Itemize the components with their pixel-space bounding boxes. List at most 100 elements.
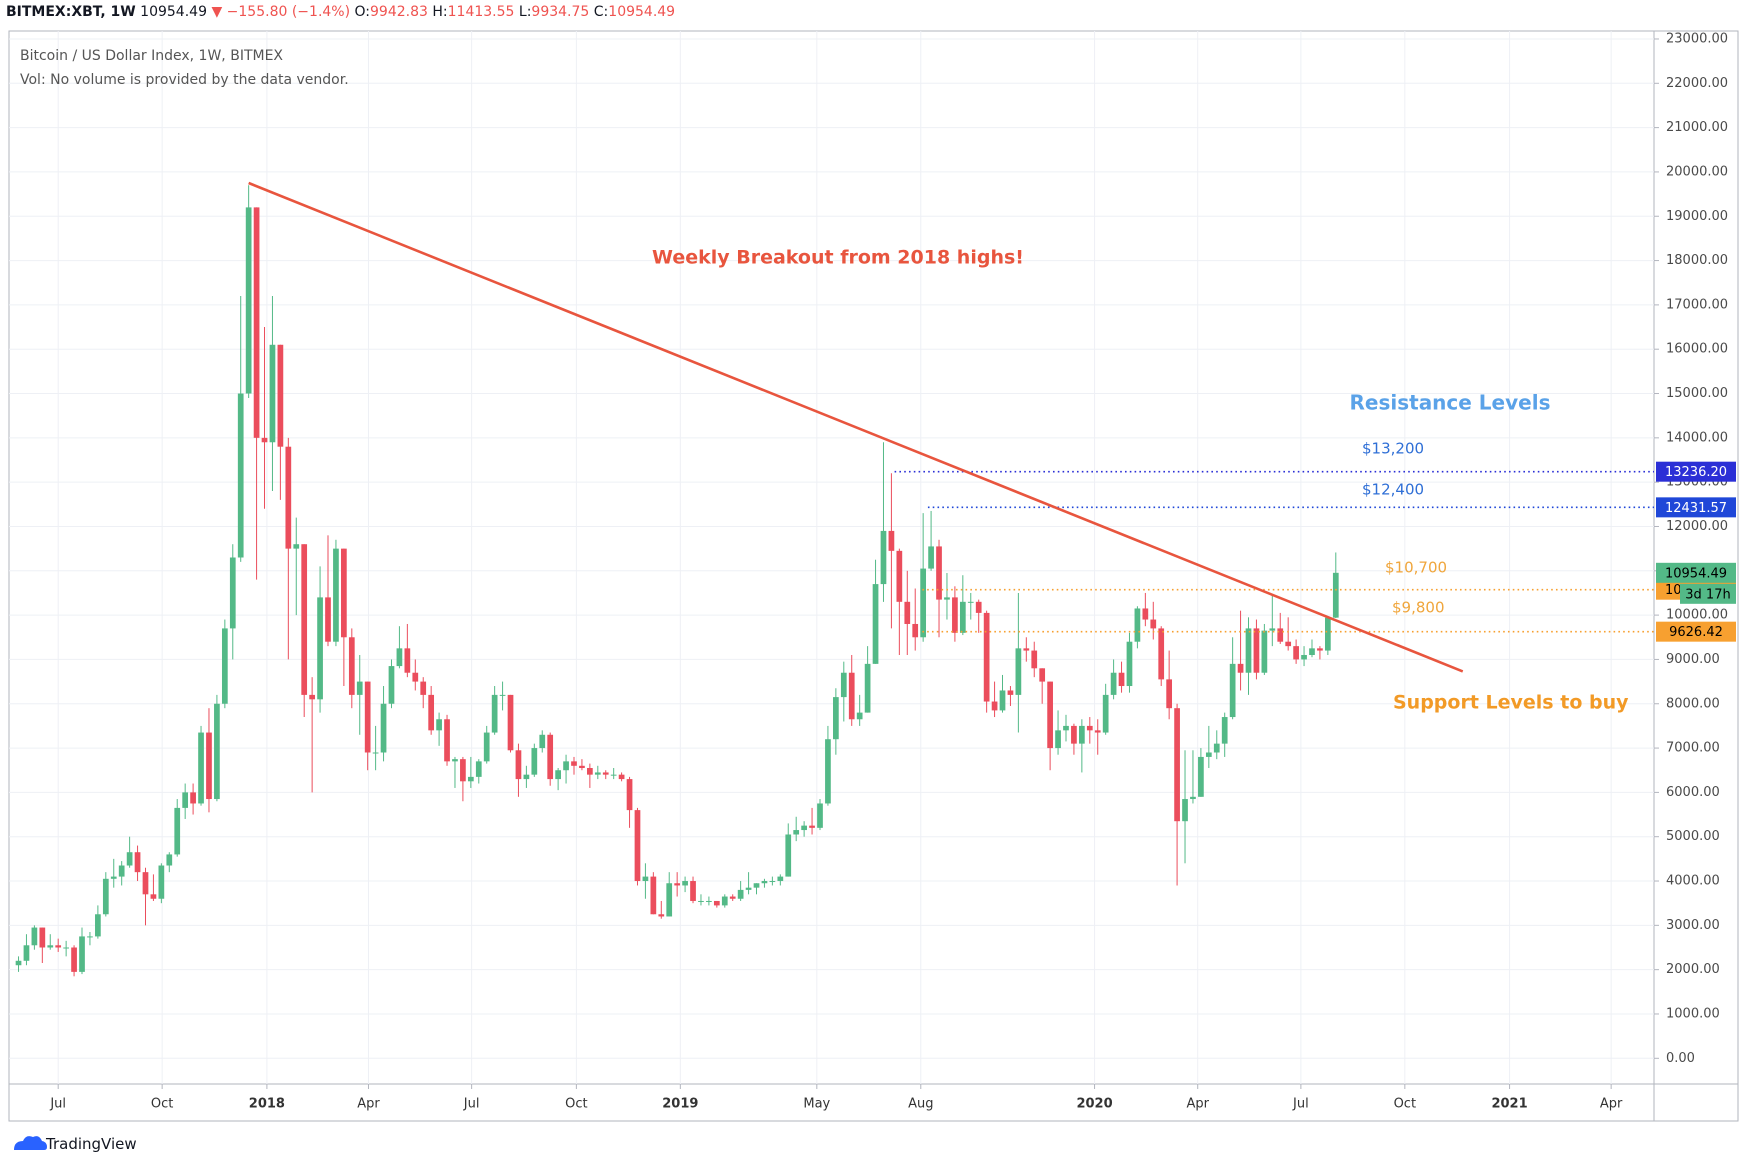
candle-body — [71, 947, 77, 972]
candle-body — [388, 666, 395, 704]
candle-body — [412, 672, 419, 682]
ohlc-label: L: — [518, 4, 532, 20]
candle-body — [888, 530, 895, 551]
y-tick-label: 15000.00 — [1666, 386, 1728, 401]
candle-body — [1071, 725, 1077, 744]
annotation: $13,200 — [1362, 440, 1424, 458]
candle-body — [142, 872, 149, 895]
candle-body — [1086, 725, 1093, 731]
x-tick-label: Apr — [1186, 1097, 1209, 1112]
candle-body — [221, 628, 228, 704]
candle-body — [47, 945, 54, 948]
candle-body — [983, 612, 990, 702]
candle-body — [523, 774, 530, 780]
symbol: BITMEX:XBT, 1W — [6, 4, 136, 20]
candle-body — [95, 914, 101, 937]
candle-body — [110, 876, 117, 879]
annotation: Weekly Breakout from 2018 highs! — [652, 247, 1024, 269]
candle-body — [840, 672, 847, 698]
candle-body — [1253, 628, 1260, 673]
candle-body — [261, 437, 268, 443]
candle-body — [904, 601, 911, 624]
brand-logo — [14, 1136, 47, 1150]
countdown-box — [1680, 583, 1736, 604]
y-tick-label: 2000.00 — [1666, 962, 1720, 977]
candle-body — [63, 947, 69, 949]
candle-body — [190, 792, 196, 804]
candle-body — [475, 761, 482, 777]
candle-body — [1205, 752, 1212, 757]
y-tick-label: 14000.00 — [1666, 430, 1728, 445]
candle-body — [801, 825, 807, 831]
candle-body — [1039, 668, 1046, 682]
candle-body — [563, 761, 569, 771]
candle-body — [460, 759, 466, 782]
candle-body — [579, 765, 585, 769]
candle-body — [928, 546, 934, 569]
price-box-label: 13236.20 — [1665, 465, 1727, 480]
candle-body — [547, 734, 554, 780]
x-tick-label: Oct — [151, 1097, 173, 1112]
candle-body — [1126, 641, 1133, 687]
candle-body — [936, 546, 942, 600]
change-arrow: ▼ — [211, 4, 223, 20]
candle-body — [483, 732, 490, 762]
candle-body — [1293, 646, 1299, 660]
candle-body — [1023, 648, 1030, 651]
y-tick-label: 23000.00 — [1666, 31, 1728, 46]
trend-line — [248, 181, 1464, 673]
candle-body — [959, 601, 966, 633]
candle-body — [1190, 796, 1196, 800]
candle-body — [174, 807, 181, 855]
candle-body — [1277, 628, 1284, 642]
candle-body — [817, 803, 823, 828]
candle-body — [864, 663, 871, 713]
candle-body — [602, 772, 609, 775]
candle-body — [650, 876, 657, 915]
candle-body — [15, 960, 22, 966]
candle-body — [618, 774, 625, 780]
x-tick-label: Apr — [357, 1097, 380, 1112]
candle-body — [1055, 730, 1061, 749]
candle-body — [1142, 608, 1149, 620]
candle-body — [1118, 672, 1125, 687]
annotation: $10,700 — [1385, 559, 1447, 577]
candle-body — [626, 779, 633, 811]
candle-body — [87, 936, 93, 938]
candle-body — [126, 852, 133, 866]
x-tick-label: Jul — [49, 1097, 66, 1112]
brand: TradingView — [46, 1135, 137, 1153]
candle-body — [745, 887, 752, 890]
candle-body — [245, 207, 252, 394]
y-tick-label: 8000.00 — [1666, 696, 1720, 711]
y-tick-label: 21000.00 — [1666, 120, 1728, 135]
ohlc-label: C: — [593, 4, 609, 20]
x-tick-label: 2018 — [249, 1097, 285, 1112]
candle-body — [571, 761, 577, 766]
annotation: Resistance Levels — [1350, 391, 1551, 415]
candle-body — [967, 601, 974, 603]
ohlc-label: O: — [354, 4, 371, 20]
legend-line: Bitcoin / US Dollar Index, 1W, BITMEX — [20, 48, 284, 64]
candle-body — [102, 878, 109, 915]
candle-body — [1047, 681, 1053, 749]
candle-body — [999, 690, 1006, 711]
candle-body — [555, 770, 561, 780]
x-tick-label: May — [803, 1097, 830, 1112]
price-box-label: 9626.42 — [1669, 625, 1723, 640]
candle-body — [920, 568, 927, 638]
x-tick-label: Aug — [908, 1097, 933, 1112]
candle-body — [372, 752, 379, 754]
candle-body — [1110, 672, 1117, 695]
candle-body — [880, 530, 887, 585]
y-tick-label: 18000.00 — [1666, 253, 1728, 268]
candle-body — [713, 900, 720, 906]
y-tick-label: 10000.00 — [1666, 608, 1728, 623]
price-box — [1656, 497, 1736, 518]
last-price: 10954.49 — [140, 4, 207, 20]
candle-body — [912, 623, 919, 638]
y-tick-label: 22000.00 — [1666, 76, 1728, 91]
y-tick-label: 0.00 — [1666, 1051, 1695, 1066]
